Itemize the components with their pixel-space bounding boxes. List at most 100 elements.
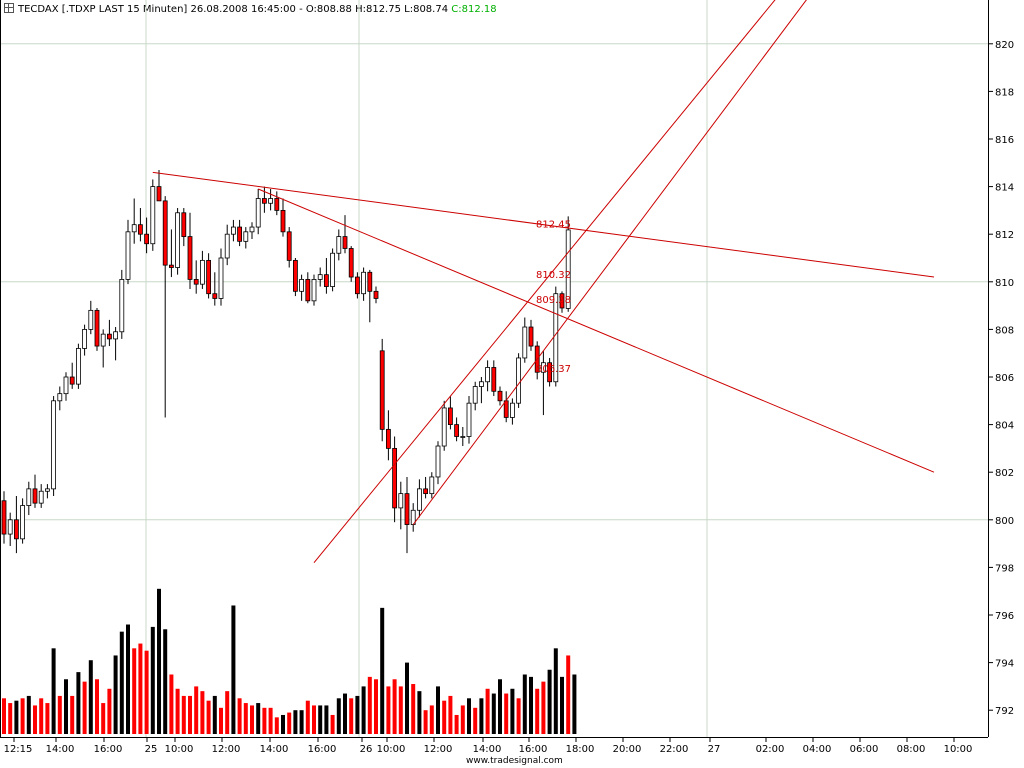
candle-body xyxy=(292,259,298,292)
x-tick-label: 12:00 xyxy=(424,744,453,755)
volume-bar xyxy=(175,688,180,734)
x-tick-label: 06:00 xyxy=(850,744,879,755)
volume-bar xyxy=(392,679,397,734)
volume-bar xyxy=(529,676,533,734)
candle-body xyxy=(51,400,56,490)
volume-bar xyxy=(454,714,459,734)
candle-body xyxy=(261,198,267,204)
candle-body xyxy=(218,257,224,299)
volume-bar xyxy=(417,691,422,734)
candle-body xyxy=(168,264,174,268)
candle-body xyxy=(69,376,75,385)
candle-body xyxy=(88,309,94,330)
volume-bar xyxy=(467,698,471,734)
x-tick-label: 12:15 xyxy=(4,744,33,755)
time-axis[interactable]: 12:15 14:00 16:00 25 10:00 12:00 14:00 16:00 26 1… xyxy=(4,737,973,755)
candle-body xyxy=(26,488,32,506)
y-tick-label: 806 xyxy=(995,373,1014,384)
trendlines xyxy=(152,0,935,563)
candle-body xyxy=(541,362,546,373)
candle-body xyxy=(1,500,7,535)
candle-body xyxy=(516,357,521,404)
volume-bar xyxy=(262,707,267,734)
volume-bar xyxy=(405,662,409,734)
volume-bar xyxy=(188,695,192,734)
x-tick-label: 10:00 xyxy=(165,744,194,755)
volume-bar xyxy=(572,674,577,734)
volume-bar xyxy=(268,707,273,734)
volume-bar xyxy=(274,717,279,734)
candle-body xyxy=(478,381,484,387)
y-tick-label: 804 xyxy=(995,421,1014,432)
x-tick-label: 14:00 xyxy=(260,744,289,755)
volume-bar xyxy=(491,693,496,734)
candle-body xyxy=(491,367,497,392)
candle-body xyxy=(330,252,336,287)
y-tick-label: 820 xyxy=(995,40,1014,51)
volume-bar xyxy=(126,624,130,734)
candle-body xyxy=(299,279,305,292)
volume-bar xyxy=(547,669,552,734)
x-tick-label: 14:00 xyxy=(473,744,502,755)
volume-bar xyxy=(88,660,93,734)
candle-body xyxy=(423,488,429,495)
candle-body xyxy=(268,198,274,204)
candle-body xyxy=(32,488,38,504)
candle-body xyxy=(280,209,286,233)
volume-bar xyxy=(163,629,168,734)
y-tick-label: 798 xyxy=(995,563,1014,574)
price-axis[interactable]: 820 818 816 814 812 810 808 806 804 802 800 798 796 7… xyxy=(988,40,1014,717)
volume-bar xyxy=(442,700,447,734)
x-tick-label: 27 xyxy=(708,744,721,755)
symbol-label: TECDAX [.TDXP LAST 15 Minuten] xyxy=(18,4,188,15)
volume-bar xyxy=(194,686,199,734)
volume-bar xyxy=(82,681,87,734)
candle-body xyxy=(76,348,81,385)
volume-bar xyxy=(39,698,44,734)
volume-bar xyxy=(473,707,478,734)
candle-body xyxy=(367,271,373,292)
volume-bar xyxy=(119,631,124,734)
candle-body xyxy=(100,333,106,347)
price-candles xyxy=(1,169,571,554)
x-tick-label: 25 xyxy=(145,744,158,755)
volume-bar xyxy=(132,648,137,734)
candle-body xyxy=(175,212,181,268)
volume-bar xyxy=(479,698,484,734)
volume-bar xyxy=(200,691,205,734)
crosshair-icon[interactable] xyxy=(4,3,14,13)
candle-body xyxy=(212,293,218,299)
candle-body xyxy=(379,350,385,430)
volume-bar xyxy=(305,700,310,734)
volume-bar xyxy=(2,698,6,734)
candle-body xyxy=(20,505,26,540)
candle-body xyxy=(404,493,410,525)
volume-bar xyxy=(101,703,106,734)
candle-body xyxy=(7,519,13,535)
candle-body xyxy=(274,198,280,211)
candle-body xyxy=(131,224,137,233)
candle-body xyxy=(497,390,503,402)
candle-body xyxy=(63,376,69,395)
candle-body xyxy=(156,186,162,202)
x-tick-label: 04:00 xyxy=(803,744,832,755)
volume-bar xyxy=(281,714,285,734)
volume-bar xyxy=(361,686,366,734)
volume-bar xyxy=(485,688,490,734)
volume-bar xyxy=(33,705,37,734)
x-tick-label: 18:00 xyxy=(566,744,595,755)
candle-body xyxy=(243,231,249,242)
volume-bar xyxy=(330,714,335,734)
candle-body xyxy=(528,326,534,347)
volume-bar xyxy=(460,705,465,734)
volume-bar xyxy=(206,700,211,734)
volume-bar xyxy=(250,705,254,734)
y-tick-label: 800 xyxy=(995,516,1014,527)
volume-bar xyxy=(343,693,347,734)
volume-bar xyxy=(553,648,558,734)
volume-bar xyxy=(355,695,360,734)
candle-body xyxy=(113,331,118,340)
candle-body xyxy=(38,490,44,504)
volume-bar xyxy=(423,710,428,734)
